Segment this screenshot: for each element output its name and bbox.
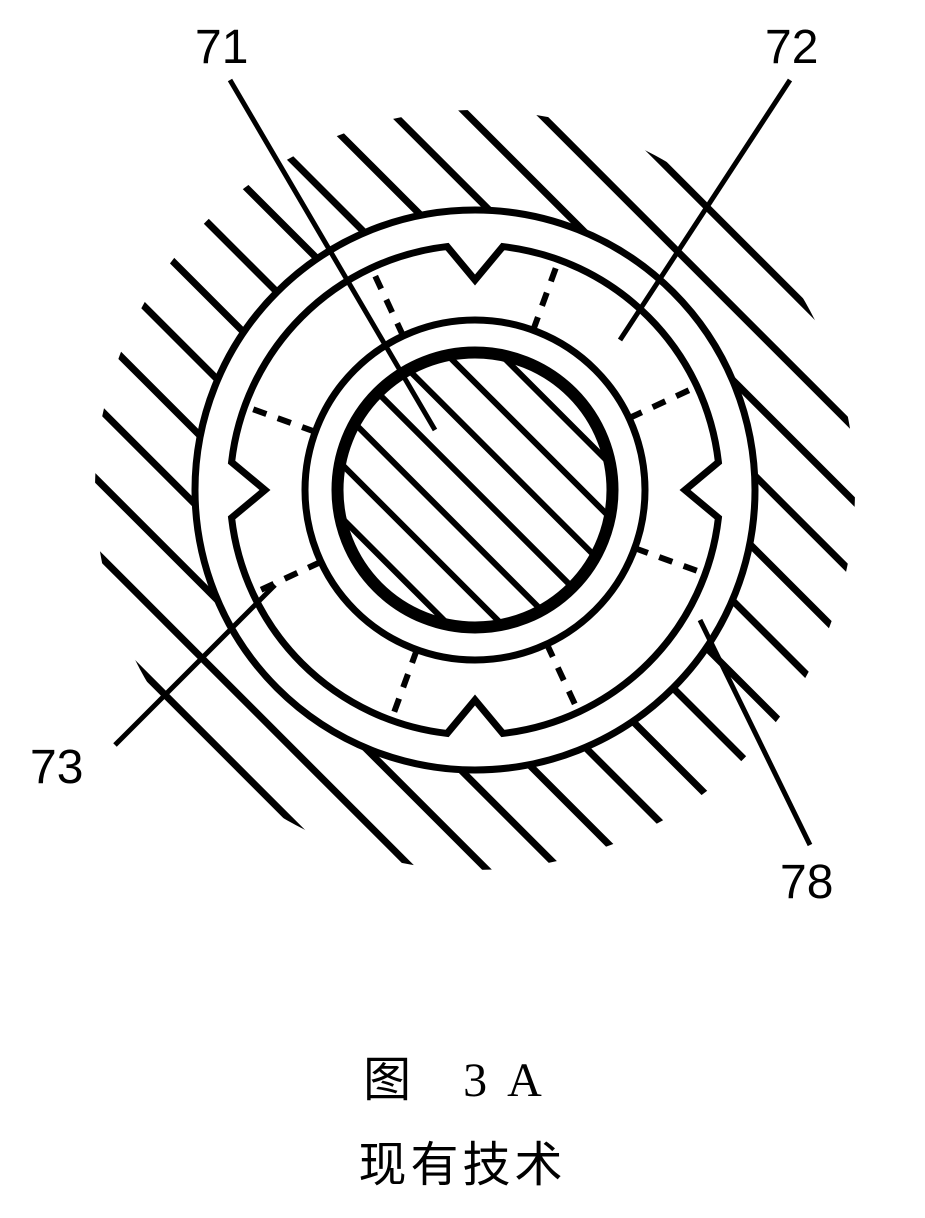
label-78: 78 bbox=[780, 855, 833, 910]
caption-prefix: 图 bbox=[363, 1054, 431, 1107]
label-72: 72 bbox=[765, 20, 818, 75]
diagram-container bbox=[0, 0, 925, 1213]
label-71: 71 bbox=[195, 20, 248, 75]
figure-svg bbox=[0, 0, 925, 1213]
figure-caption-subtitle: 现有技术 bbox=[0, 1125, 925, 1195]
label-73: 73 bbox=[30, 740, 83, 795]
figure-caption-number: 图 3A bbox=[0, 1040, 925, 1110]
caption-number: 3A bbox=[463, 1054, 562, 1107]
